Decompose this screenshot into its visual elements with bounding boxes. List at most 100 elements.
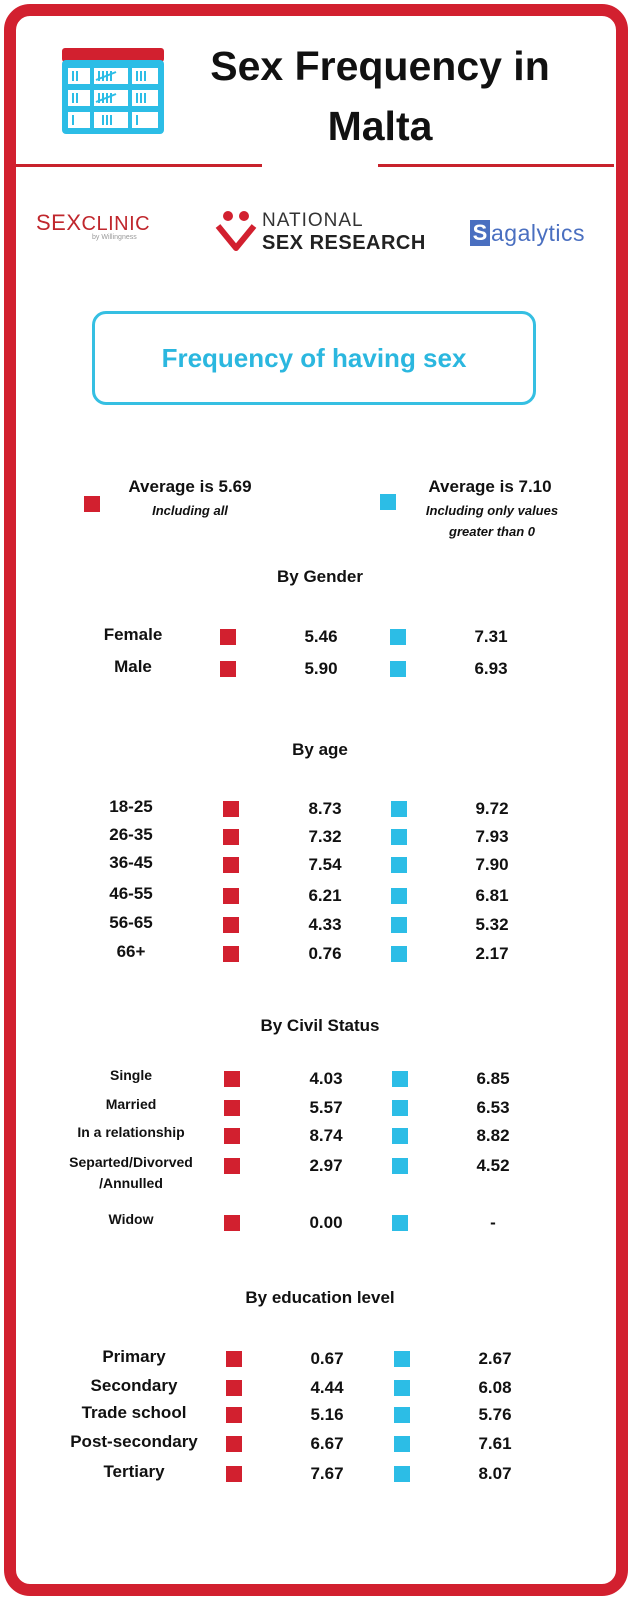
value-all: 0.67 [310,1349,344,1368]
value-nonzero: 6.93 [474,659,508,678]
category-label: 26-35 [109,825,153,844]
value-nonzero: 7.31 [474,627,508,646]
series-all-swatch [223,946,239,962]
calendar-tally-icon [62,48,164,134]
sexclinic-logo-sub: by Willingness [92,234,137,241]
value-nonzero: 5.32 [475,915,509,934]
value-nonzero: 8.82 [476,1126,510,1145]
series-all-swatch [224,1071,240,1087]
series-all-swatch [226,1407,242,1423]
series-nonzero-swatch [391,917,407,933]
value-all: 7.54 [308,855,342,874]
series-nonzero-swatch [390,661,406,677]
category-label: Single [109,1067,152,1083]
series-nonzero-swatch [394,1436,410,1452]
series-all-swatch [226,1466,242,1482]
series-nonzero-swatch [394,1466,410,1482]
value-nonzero: 9.72 [475,799,509,818]
heart-icon [215,211,257,251]
category-label: 46-55 [109,884,153,903]
category-label: Widow [108,1211,154,1227]
national-sex-research-logo: NATIONAL SEX RESEARCH [214,208,428,258]
value-all: 5.90 [304,659,338,678]
series-nonzero-swatch [394,1407,410,1423]
value-nonzero: 2.67 [478,1349,512,1368]
category-label: Male [114,657,152,676]
chart-title: Frequency of having sex [161,342,467,373]
sagalytics-logo-initial: S [470,220,490,246]
series-nonzero-swatch [391,946,407,962]
value-all: 0.76 [308,944,342,963]
category-label: Post-secondary [70,1432,198,1451]
value-all: 6.67 [310,1434,344,1453]
series-all-swatch [224,1100,240,1116]
series-all-swatch [224,1158,240,1174]
value-nonzero: 6.53 [476,1098,510,1117]
value-all: 2.97 [309,1156,343,1175]
legend-label-all: Average is 5.69 [128,477,252,496]
series-nonzero-swatch [391,857,407,873]
infographic-frame [4,4,628,1596]
value-nonzero: 4.52 [476,1156,510,1175]
value-nonzero: 6.08 [478,1378,512,1397]
category-label: 18-25 [109,797,153,816]
series-all-swatch [220,661,236,677]
category-label: Married [105,1096,157,1112]
value-all: 8.74 [309,1126,343,1145]
value-all: 4.44 [310,1378,344,1397]
value-all: 5.16 [310,1405,344,1424]
section-heading: By Civil Status [260,1016,380,1035]
value-nonzero: 7.93 [475,827,509,846]
value-nonzero: 8.07 [478,1464,512,1483]
series-nonzero-swatch [392,1071,408,1087]
page-title: Sex Frequency in Malta [210,43,550,149]
value-nonzero: 6.85 [476,1069,510,1088]
category-label: Separted/Divorved [69,1154,193,1170]
series-all-swatch [226,1351,242,1367]
series-nonzero-swatch [390,629,406,645]
series-all-swatch [223,888,239,904]
value-nonzero: 6.81 [475,886,509,905]
title-divider-right [378,164,614,167]
value-all: 5.57 [309,1098,343,1117]
title-divider-left [16,164,262,167]
series-nonzero-swatch [391,888,407,904]
series-nonzero-swatch [392,1215,408,1231]
sexclinic-logo-b: CLINIC [81,213,151,235]
value-all: 6.21 [308,886,342,905]
value-nonzero: 7.61 [478,1434,512,1453]
series-all-swatch [223,801,239,817]
series-nonzero-swatch [392,1100,408,1116]
series-all-swatch [224,1215,240,1231]
series-nonzero-swatch [394,1380,410,1396]
value-nonzero: - [490,1213,496,1232]
section-heading: By age [292,740,348,759]
series-all-swatch [220,629,236,645]
category-label: In a relationship [77,1124,185,1140]
value-nonzero: 7.90 [475,855,509,874]
category-label: Female [103,625,163,644]
nsr-logo-line1: NATIONAL [262,210,364,231]
value-all: 5.46 [304,627,338,646]
category-label: Secondary [90,1376,178,1395]
series-all-swatch [223,857,239,873]
value-all: 7.67 [310,1464,344,1483]
value-nonzero: 5.76 [478,1405,512,1424]
value-all: 8.73 [308,799,342,818]
legend-note-all: Including all [152,503,228,518]
value-all: 4.03 [309,1069,343,1088]
series-all-swatch [224,1128,240,1144]
series-nonzero-swatch [391,829,407,845]
sagalytics-logo-rest: agalytics [491,219,585,246]
legend-note-nonzero: Including only values greater than 0 [425,503,559,539]
series-all-swatch [226,1436,242,1452]
series-all-swatch [223,829,239,845]
chart-title-box: Frequency of having sex [92,311,536,405]
section-heading: By education level [245,1288,395,1307]
legend-swatch-nonzero [380,494,396,510]
category-label: Tertiary [103,1462,165,1481]
sexclinic-logo-a: SEX [36,210,82,235]
category-label: 56-65 [109,913,153,932]
value-all: 7.32 [308,827,342,846]
sagalytics-logo: S agalytics [470,216,600,250]
